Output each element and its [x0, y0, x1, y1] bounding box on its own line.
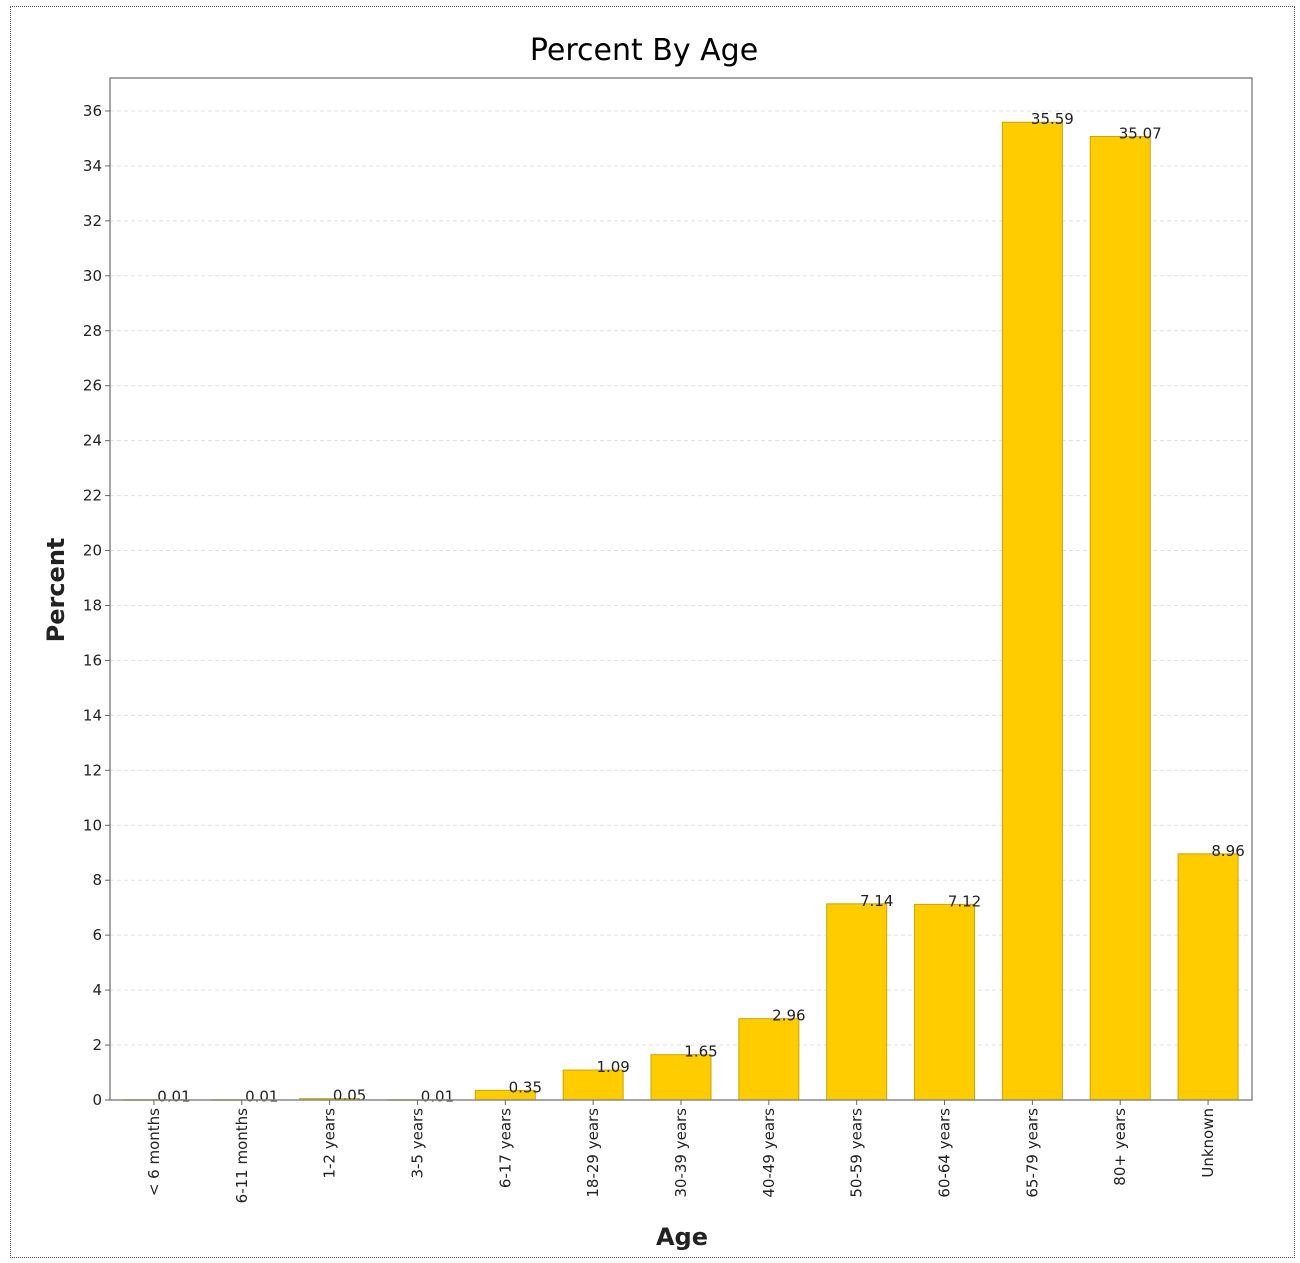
- x-tick-label: 6-17 years: [496, 1108, 514, 1188]
- x-tick-label: 18-29 years: [584, 1108, 602, 1198]
- y-tick-label: 26: [83, 377, 102, 395]
- bar: [1001, 121, 1063, 1101]
- data-label: 0.05: [333, 1087, 366, 1105]
- grid-lines: [110, 110, 1252, 1046]
- x-tick-label: < 6 months: [145, 1108, 163, 1196]
- y-tick-label: 32: [83, 212, 102, 230]
- data-labels: 0.01 0.01 0.05 0.01 0.35 1.09 1.65 2.96 7.14 7.12…: [157, 110, 1245, 1105]
- data-label: 0.01: [421, 1088, 454, 1106]
- data-label: 2.96: [772, 1007, 805, 1025]
- y-tick-label: 16: [83, 651, 102, 669]
- y-axis-label: Percent: [42, 538, 70, 643]
- data-label: 1.65: [684, 1043, 717, 1061]
- bars: [123, 121, 1239, 1101]
- data-label: 1.09: [596, 1058, 629, 1076]
- y-tick-label: 8: [92, 871, 102, 889]
- data-label: 8.96: [1211, 842, 1244, 860]
- y-tick-label: 20: [83, 542, 102, 560]
- y-tick-label: 0: [92, 1091, 102, 1109]
- plot-area-border: [109, 77, 1253, 1101]
- bar: [826, 903, 888, 1101]
- data-label: 0.35: [509, 1078, 542, 1096]
- y-tick-label: 30: [83, 267, 102, 285]
- x-tick-label: 3-5 years: [408, 1108, 426, 1179]
- data-label: 0.01: [157, 1088, 190, 1106]
- x-tick-label: Unknown: [1199, 1108, 1217, 1178]
- x-tick-label: 30-39 years: [672, 1108, 690, 1198]
- y-tick-label: 18: [83, 596, 102, 614]
- y-tick-label: 22: [83, 487, 102, 505]
- bar: [914, 903, 976, 1101]
- x-tick-label: 80+ years: [1111, 1108, 1129, 1186]
- bar: [650, 1054, 712, 1101]
- x-axis-label: Age: [656, 1223, 708, 1251]
- data-label: 0.01: [245, 1088, 278, 1106]
- x-tick-label: 60-64 years: [936, 1108, 954, 1198]
- chart-frame: [10, 6, 1295, 1258]
- data-label: 7.12: [948, 892, 981, 910]
- data-label: 35.59: [1031, 110, 1074, 128]
- y-tick-label: 34: [83, 157, 102, 175]
- data-label: 35.07: [1119, 125, 1162, 143]
- y-tick-label: 2: [92, 1036, 102, 1054]
- bar: [562, 1069, 624, 1101]
- bar: [738, 1018, 800, 1101]
- x-tick-label: 40-49 years: [760, 1108, 778, 1198]
- y-tick-label: 24: [83, 432, 102, 450]
- x-tick-label: 6-11 months: [233, 1108, 251, 1203]
- y-tick-label: 28: [83, 322, 102, 340]
- y-tick-label: 14: [83, 706, 102, 724]
- x-axis-ticks: < 6 months 6-11 months 1-2 years 3-5 years 6…: [145, 1100, 1217, 1203]
- data-label: 7.14: [860, 892, 893, 910]
- y-tick-label: 10: [83, 816, 102, 834]
- y-tick-label: 36: [83, 102, 102, 120]
- bar: [1177, 853, 1239, 1101]
- y-tick-label: 6: [92, 926, 102, 944]
- x-tick-label: 50-59 years: [848, 1108, 866, 1198]
- y-tick-label: 4: [92, 981, 102, 999]
- y-tick-label: 12: [83, 761, 102, 779]
- chart-title: Percent By Age: [530, 33, 758, 68]
- bar: [1089, 136, 1151, 1101]
- x-tick-label: 1-2 years: [321, 1108, 339, 1179]
- x-tick-label: 65-79 years: [1023, 1108, 1041, 1198]
